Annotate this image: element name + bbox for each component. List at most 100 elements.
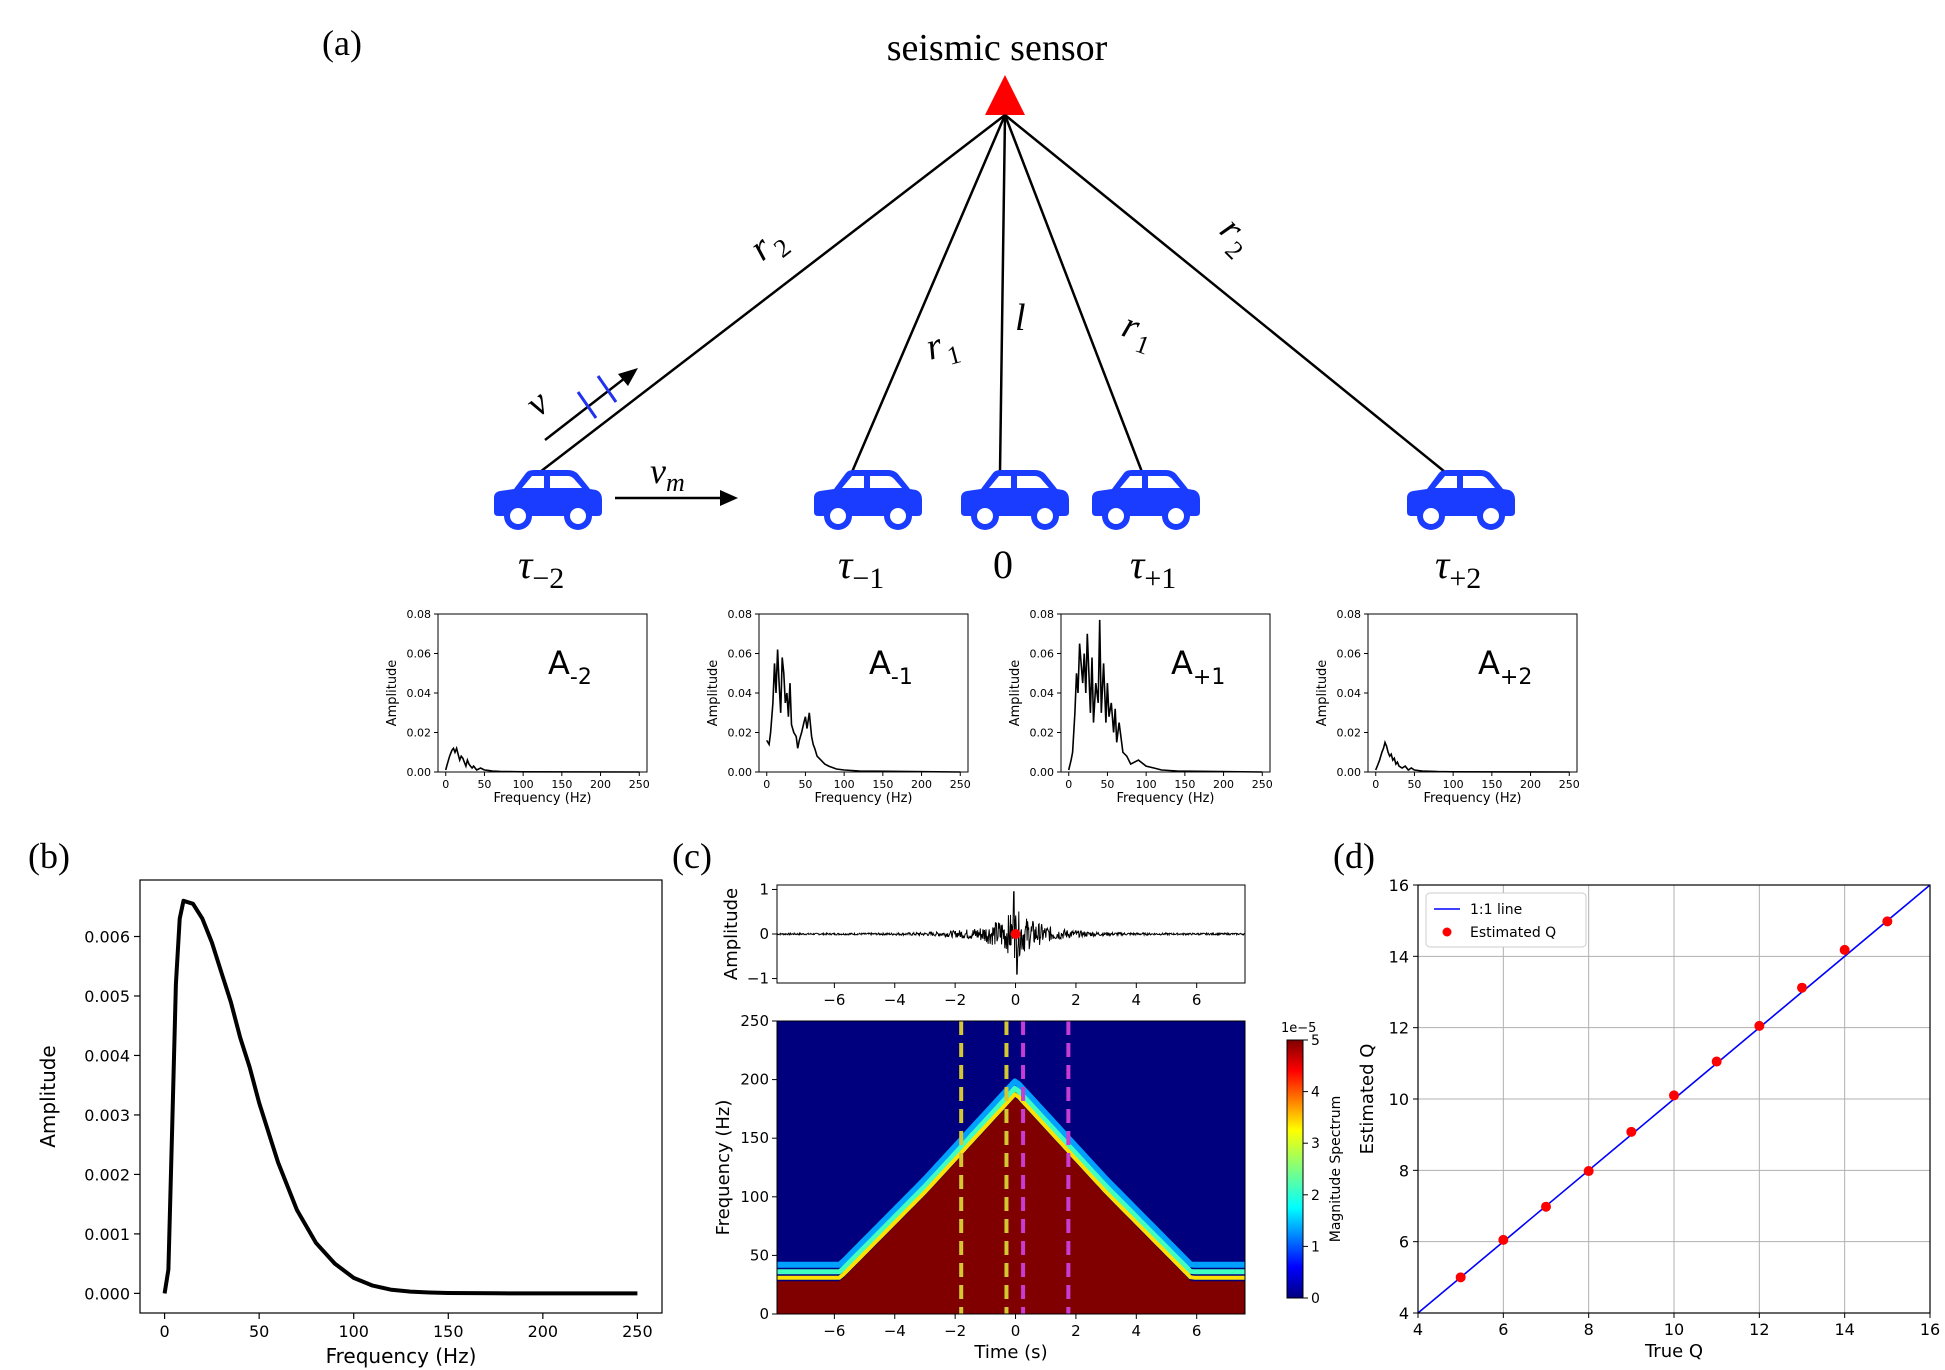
y-axis-label: Amplitude [36, 1045, 60, 1148]
x-tick-label: −2 [944, 991, 966, 1009]
spectrum-line [1374, 739, 1570, 773]
x-tick-label: 200 [911, 778, 932, 791]
label-r1-left: r [921, 324, 946, 368]
legend: 1:1 line Estimated Q [1425, 892, 1587, 948]
y-tick-label: 0.000 [84, 1284, 130, 1303]
x-tick-label: 4 [1132, 1322, 1142, 1340]
y-axis-label: Amplitude [1315, 660, 1330, 727]
panel-label-d: (d) [1333, 836, 1375, 876]
estimated-q-point [1669, 1090, 1679, 1101]
y-tick-label: 0.004 [84, 1046, 130, 1065]
x-tick-label: 100 [513, 778, 534, 791]
spectrum-subplot: 0 50 100 150 200 250 0.00 0.02 0.04 0.06 0.08 A+1 Fr… [1008, 608, 1273, 806]
y-tick-label: 0.04 [407, 687, 432, 700]
spectrum-line [444, 745, 640, 773]
ray-r2-left [539, 114, 1006, 473]
y-tick-label: 0.08 [1337, 608, 1362, 621]
x-tick-label: 200 [1520, 778, 1541, 791]
x-tick-label: 8 [1584, 1320, 1594, 1339]
label-l: l [1015, 297, 1026, 339]
x-tick-label: 0 [1011, 1322, 1021, 1340]
spectrum-subplot: 0 50 100 150 200 250 0.00 0.02 0.04 0.06 0.08 A-1 Fr… [706, 608, 971, 806]
y-tick-label: 0.002 [84, 1165, 130, 1184]
x-tick-label: 150 [1481, 778, 1502, 791]
x-tick-label: 50 [798, 778, 812, 791]
y-tick-label: 0.08 [1030, 608, 1055, 621]
y-tick-label: 0.06 [1337, 648, 1362, 661]
x-tick-label: −6 [823, 991, 845, 1009]
x-tick-label: 0 [159, 1322, 169, 1341]
estimated-q-point [1754, 1020, 1765, 1031]
estimated-q-point [1839, 944, 1850, 955]
car-icon [814, 470, 922, 530]
y-tick-label: 0.06 [728, 648, 753, 661]
y-tick-label: 100 [740, 1188, 769, 1206]
car-icon [1407, 470, 1515, 530]
x-tick-label: 0 [1065, 778, 1072, 791]
y-tick-label: −1 [747, 970, 769, 988]
x-tick-label: −6 [823, 1322, 845, 1340]
x-tick-label: 200 [1213, 778, 1234, 791]
position-label: 0 [993, 542, 1013, 587]
y-tick-label: 10 [1389, 1090, 1409, 1109]
estimated-q-point [1455, 1272, 1466, 1283]
spectrum-label: A-1 [869, 644, 913, 690]
y-axis-label: Amplitude [1008, 660, 1023, 727]
y-axis-label: Amplitude [721, 888, 742, 980]
y-tick-label: 0.003 [84, 1106, 130, 1125]
peak-marker [1010, 929, 1021, 939]
x-tick-label: 150 [1174, 778, 1195, 791]
y-axis-label: Amplitude [706, 660, 721, 727]
ray-r1-left [850, 114, 1007, 473]
spectrum-subplot: 0 50 100 150 200 250 0.00 0.02 0.04 0.06 0.08 A-2 Fr… [385, 608, 650, 806]
legend-point-swatch [1442, 927, 1452, 937]
y-tick-label: 12 [1389, 1019, 1409, 1038]
x-tick-label: 14 [1834, 1320, 1854, 1339]
estimated-q-point [1498, 1234, 1509, 1245]
y-tick-label: 0.02 [1030, 727, 1055, 740]
y-tick-label: 6 [1399, 1233, 1409, 1252]
spectrum-label: A-2 [548, 644, 592, 690]
colorbar-tick-label: 0 [1311, 1291, 1320, 1307]
spectrogram-energy [777, 1097, 1245, 1314]
spectrum-line [766, 649, 961, 773]
x-tick-label: 200 [528, 1322, 559, 1341]
colorbar-tick-label: 2 [1311, 1188, 1320, 1204]
x-tick-label: 6 [1192, 1322, 1202, 1340]
x-tick-label: 10 [1664, 1320, 1684, 1339]
spectrogram-band [777, 1086, 1245, 1275]
x-tick-label: 2 [1071, 991, 1081, 1009]
axes-frame [437, 613, 648, 773]
x-tick-label: 100 [1136, 778, 1157, 791]
x-tick-label: 4 [1413, 1320, 1423, 1339]
y-tick-label: 0.02 [728, 727, 753, 740]
x-tick-label: 250 [1559, 778, 1580, 791]
panel-label-b: (b) [28, 836, 70, 876]
estimated-q-point [1541, 1201, 1551, 1212]
x-tick-label: 50 [1100, 778, 1114, 791]
label-v: v [518, 382, 557, 426]
panel-label-c: (c) [672, 836, 712, 876]
y-tick-label: 14 [1389, 947, 1409, 966]
position-label: τ−1 [838, 542, 884, 595]
x-tick-label: 100 [1443, 778, 1464, 791]
y-tick-label: 16 [1389, 876, 1409, 895]
car-icon [494, 470, 602, 530]
legend-entry: 1:1 line [1470, 902, 1522, 918]
x-tick-label: 50 [249, 1322, 269, 1341]
colorbar-exponent: 1e−5 [1281, 1021, 1316, 1036]
colorbar-tick-label: 4 [1311, 1085, 1320, 1101]
x-axis-label: Frequency (Hz) [493, 791, 591, 806]
y-tick-label: 0 [759, 1305, 769, 1323]
y-tick-label: 0 [759, 925, 769, 943]
y-tick-label: 0.04 [1337, 687, 1362, 700]
x-tick-label: 6 [1498, 1320, 1508, 1339]
label-vm: vm [650, 451, 685, 497]
y-tick-label: 0.001 [84, 1225, 130, 1244]
x-tick-label: 150 [551, 778, 572, 791]
colorbar-tick-label: 3 [1311, 1136, 1320, 1152]
spectrum-label: A+1 [1171, 644, 1225, 690]
x-tick-label: 250 [622, 1322, 653, 1341]
axes-frame [1417, 884, 1931, 1314]
